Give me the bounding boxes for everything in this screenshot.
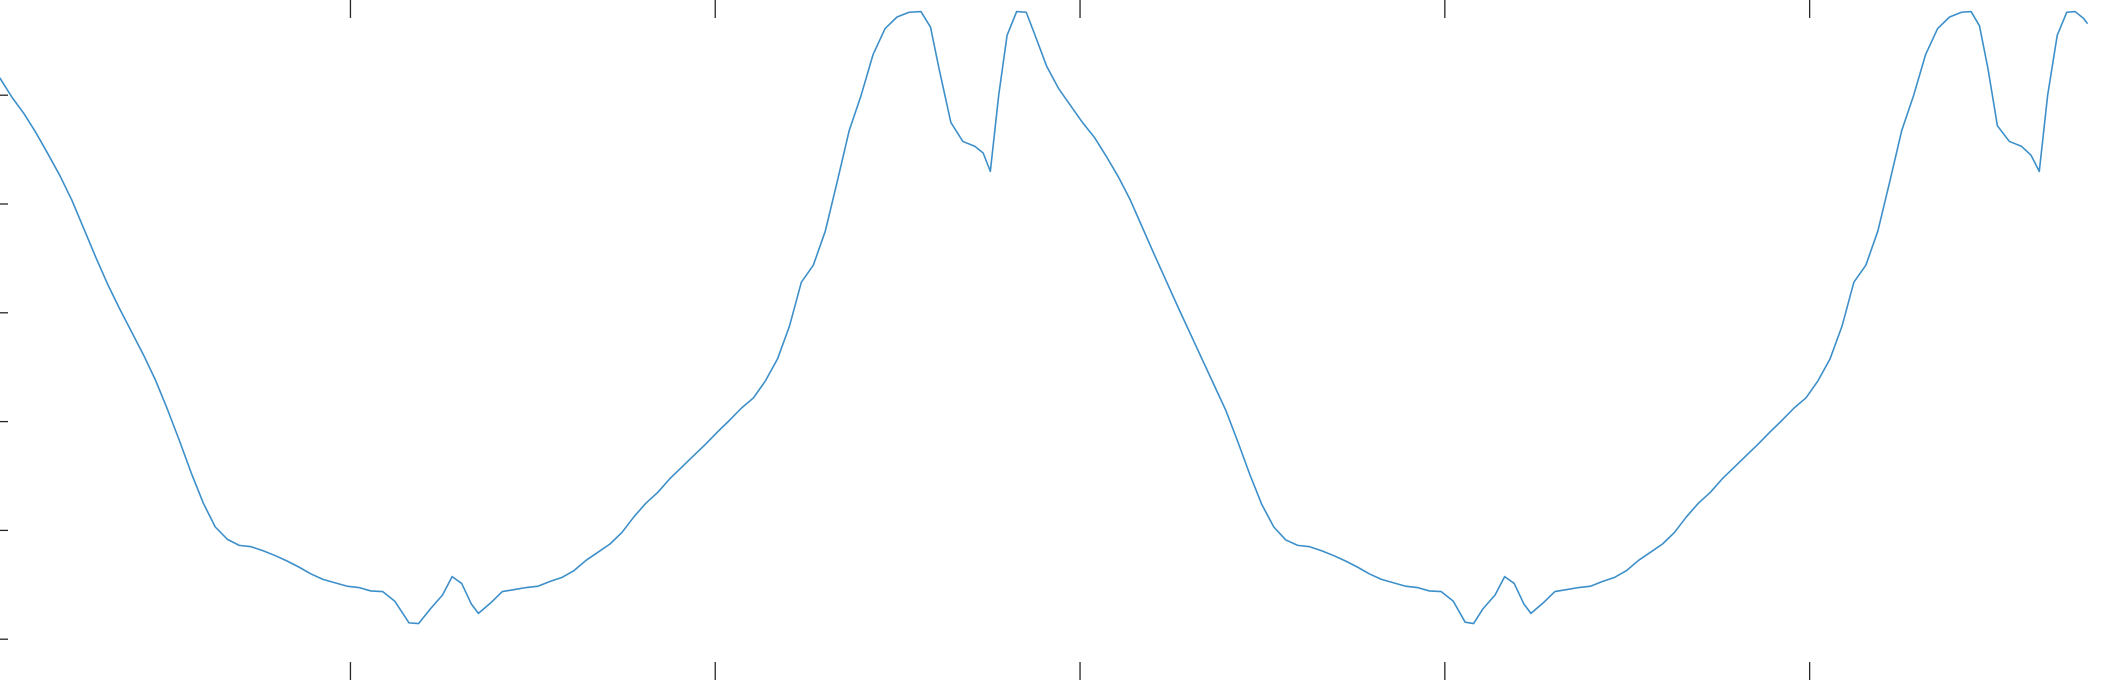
axis-ticks <box>0 0 1811 680</box>
series-line-0 <box>0 10 2088 625</box>
series-layer <box>0 10 2088 625</box>
